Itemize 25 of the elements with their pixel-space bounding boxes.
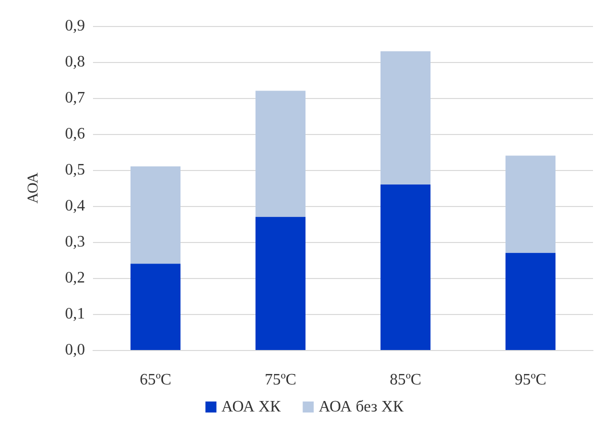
legend-label: АОА без ХК [318,398,404,416]
y-tick-label: 0,4 [65,198,85,214]
y-tick-label: 0,5 [65,162,85,178]
y-axis-title: АОА [26,172,42,204]
bar [380,51,430,184]
x-tick-label: 65ºC [140,372,172,388]
y-tick-label: 0,3 [65,234,85,250]
y-tick-label: 0,1 [65,306,85,322]
x-tick-label: 75ºC [264,372,296,388]
bar [380,184,430,350]
bar [506,252,556,350]
x-tick-label: 95ºC [514,372,546,388]
y-tick-label: 0,9 [65,18,85,34]
bar [256,90,306,217]
bar [256,216,306,350]
y-tick-label: 0,7 [65,90,85,106]
y-tick-label: 0,6 [65,126,85,142]
bar [130,264,180,350]
y-tick-label: 0,0 [65,342,85,358]
x-tick-label: 85ºC [390,372,422,388]
y-tick-label: 0,2 [65,270,85,286]
legend-label: АОА ХК [221,398,282,416]
y-tick-label: 0,8 [65,54,85,70]
bar [506,156,556,253]
bar [130,166,180,264]
